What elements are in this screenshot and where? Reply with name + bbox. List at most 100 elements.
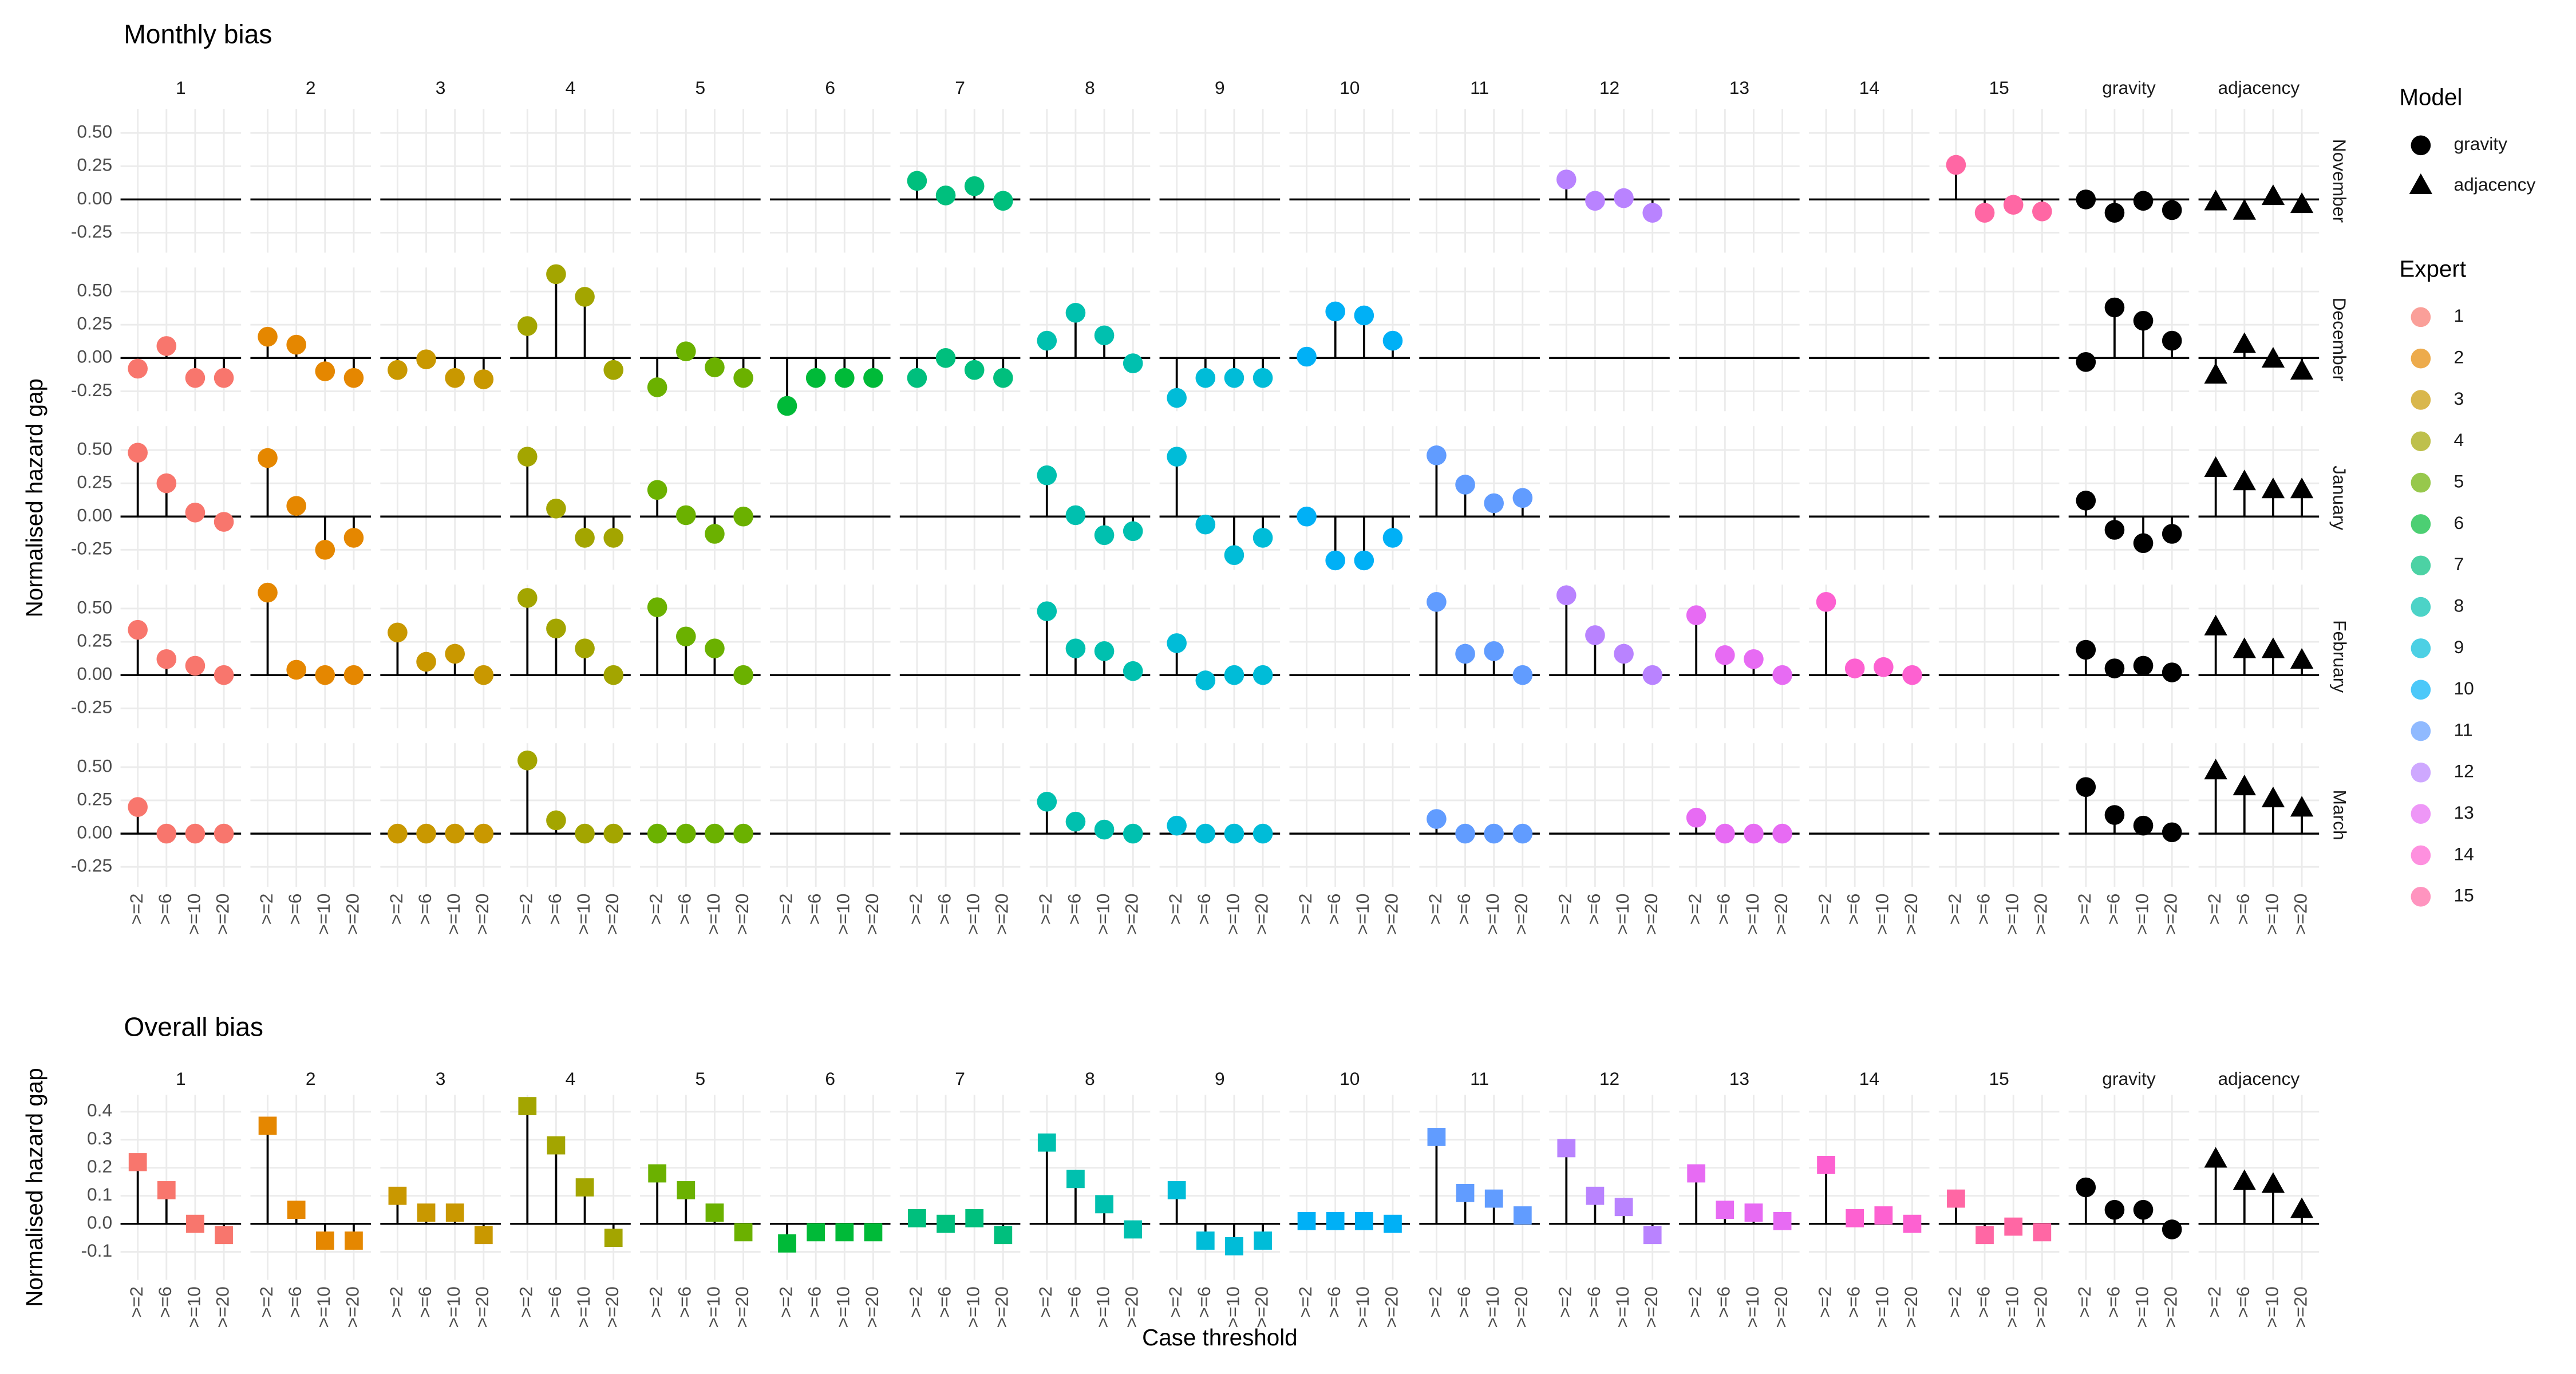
legend-key xyxy=(2411,514,2431,534)
x-tick-label: >=10 xyxy=(183,1286,204,1328)
point xyxy=(1816,592,1836,612)
point xyxy=(575,528,595,548)
x-tick-label: >=10 xyxy=(1872,1286,1893,1328)
point xyxy=(1254,1231,1272,1250)
x-tick-label: >=10 xyxy=(1352,1286,1373,1328)
point xyxy=(1484,1189,1503,1208)
x-tick-label: >=2 xyxy=(386,894,406,925)
x-tick-label: >=10 xyxy=(2002,894,2022,935)
point xyxy=(1844,658,1865,678)
legend-key xyxy=(2411,390,2431,410)
x-tick-label: >=20 xyxy=(991,1286,1012,1328)
x-tick-label: >=2 xyxy=(126,894,147,925)
point xyxy=(1642,203,1663,223)
y-tick-label: 0.25 xyxy=(77,630,112,650)
y-tick-label: 0.50 xyxy=(77,280,112,301)
point xyxy=(1326,1211,1345,1230)
x-tick-label: >=20 xyxy=(732,1286,752,1328)
x-tick-label: >=20 xyxy=(1121,894,1142,935)
x-tick-label: >=20 xyxy=(602,894,622,935)
x-tick-label: >=10 xyxy=(1092,1286,1113,1328)
point xyxy=(1716,1201,1735,1219)
x-tick-label: >=10 xyxy=(2131,1286,2152,1328)
x-tick-label: >=20 xyxy=(342,894,362,935)
point xyxy=(1427,809,1447,829)
x-tick-label: >=10 xyxy=(1222,1286,1243,1328)
point xyxy=(1167,815,1187,836)
point xyxy=(1253,528,1273,548)
legend-key xyxy=(2411,721,2431,741)
point xyxy=(546,498,566,519)
point xyxy=(2204,362,2227,384)
point xyxy=(2133,815,2154,836)
x-axis-title: Case threshold xyxy=(1142,1324,1298,1351)
point xyxy=(315,665,335,685)
point xyxy=(343,528,364,548)
point xyxy=(835,1223,854,1242)
strip-label: 8 xyxy=(1085,1068,1095,1089)
point xyxy=(575,823,595,844)
x-tick-label: >=6 xyxy=(1843,894,1864,925)
point xyxy=(648,1164,667,1183)
chart-title: Monthly bias xyxy=(124,19,272,49)
x-tick-label: >=10 xyxy=(183,894,204,935)
point xyxy=(2004,1217,2023,1236)
point xyxy=(2076,777,2096,797)
point xyxy=(2261,637,2285,658)
legend-key xyxy=(2411,348,2431,369)
y-tick-label: -0.25 xyxy=(71,538,112,559)
strip-label: 6 xyxy=(825,1068,835,1089)
point xyxy=(603,360,624,380)
point xyxy=(1512,823,1533,844)
point xyxy=(2133,1199,2154,1220)
point xyxy=(2233,332,2256,353)
point xyxy=(1512,488,1533,508)
point xyxy=(2261,347,2285,368)
point xyxy=(2290,192,2314,214)
legend-label: 6 xyxy=(2454,512,2464,533)
point xyxy=(1556,169,1577,189)
point xyxy=(1614,1198,1633,1217)
x-tick-label: >=20 xyxy=(1641,894,1661,935)
legend-label: adjacency xyxy=(2454,174,2536,195)
point xyxy=(1974,203,1995,223)
point xyxy=(1557,1139,1576,1158)
legend-label: 2 xyxy=(2454,347,2464,368)
point xyxy=(128,443,148,463)
point xyxy=(705,524,725,544)
point xyxy=(185,502,206,523)
x-tick-label: >=20 xyxy=(472,894,492,935)
point xyxy=(1744,823,1764,844)
strip-label: 13 xyxy=(1729,1068,1749,1089)
x-tick-label: >=6 xyxy=(285,894,305,925)
point xyxy=(546,618,566,639)
x-tick-label: >=2 xyxy=(1425,894,1445,925)
point xyxy=(1167,388,1187,408)
x-tick-label: >=10 xyxy=(1222,894,1243,935)
point xyxy=(1686,807,1706,828)
x-tick-label: >=2 xyxy=(646,894,666,925)
point xyxy=(835,368,855,388)
x-tick-label: >=6 xyxy=(414,1286,435,1318)
point xyxy=(1947,1189,1965,1208)
point xyxy=(675,823,696,844)
point xyxy=(1037,792,1057,812)
point xyxy=(546,264,566,285)
y-tick-label: 0.25 xyxy=(77,788,112,809)
legend-label: 11 xyxy=(2454,719,2473,740)
strip-label: 9 xyxy=(1215,1068,1225,1089)
y-tick-label: 0.50 xyxy=(77,121,112,142)
x-tick-label: >=20 xyxy=(2290,894,2310,935)
point xyxy=(734,1223,753,1242)
point xyxy=(156,649,177,669)
x-tick-label: >=20 xyxy=(212,894,232,935)
point xyxy=(547,1136,566,1155)
point xyxy=(1382,330,1403,351)
point xyxy=(2033,1223,2052,1242)
point xyxy=(388,622,408,643)
point xyxy=(1297,506,1317,527)
x-tick-label: >=20 xyxy=(1771,894,1791,935)
point xyxy=(1902,665,1922,685)
point xyxy=(604,1229,623,1247)
